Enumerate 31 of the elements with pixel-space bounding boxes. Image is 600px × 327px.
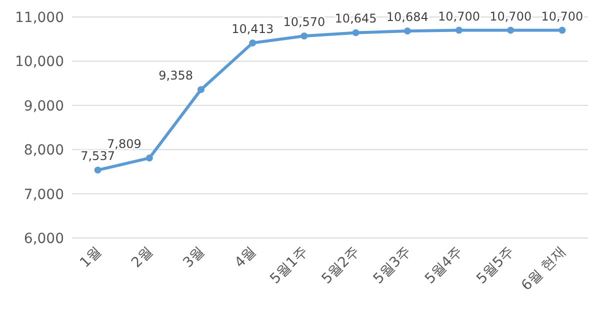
point <box>249 39 256 46</box>
data-label: 7,537 <box>80 149 115 164</box>
point <box>558 26 566 34</box>
y-tick-label: 10,000 <box>15 54 64 70</box>
point <box>507 26 514 34</box>
point <box>456 26 462 34</box>
data-label: 10,700 <box>438 9 480 24</box>
point <box>198 86 204 94</box>
data-label: 10,700 <box>490 9 532 24</box>
data-label: 10,413 <box>232 22 274 36</box>
x-tick-label: 4월 <box>232 244 260 272</box>
point <box>146 154 153 162</box>
y-tick-label: 9,000 <box>24 98 64 114</box>
x-tick-label: 1월 <box>77 244 105 272</box>
data-label: 10,700 <box>541 9 584 24</box>
data-label: 10,684 <box>386 10 428 24</box>
data-label: 10,570 <box>283 15 326 30</box>
x-tick-label: 2월 <box>128 244 156 272</box>
y-tick-label: 11,000 <box>15 10 64 26</box>
data-label: 7,809 <box>107 137 142 152</box>
point <box>404 27 411 34</box>
point <box>352 29 360 36</box>
x-tick-label: 3월 <box>180 244 208 272</box>
data-label: 9,358 <box>158 68 193 83</box>
point <box>300 32 308 40</box>
x-tick-label: 6월 현재 <box>518 244 570 294</box>
y-tick-label: 6,000 <box>24 231 64 247</box>
y-tick-label: 7,000 <box>24 186 64 203</box>
y-tick-label: 8,000 <box>24 142 64 159</box>
data-label: 10,645 <box>334 12 377 26</box>
point <box>94 166 102 174</box>
